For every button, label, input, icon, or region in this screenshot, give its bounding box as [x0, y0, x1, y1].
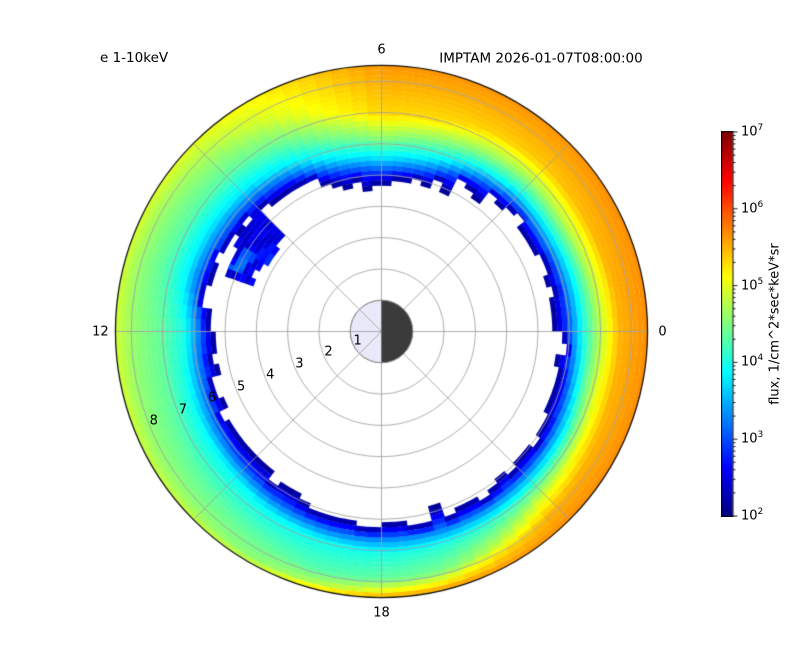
mlt-label-18: 18 — [373, 605, 390, 621]
radial-tick-label: 7 — [178, 402, 188, 418]
radial-tick-label: 2 — [324, 344, 333, 360]
colorbar-tick-label: 105 — [741, 276, 764, 293]
radial-tick-label: 3 — [295, 356, 304, 372]
colorbar-tick-label: 103 — [741, 430, 764, 447]
colorbar-tick-label: 106 — [741, 199, 764, 217]
colorbar-tick-label: 104 — [741, 353, 764, 370]
colorbar-gradient — [721, 131, 739, 517]
mlt-label-12: 12 — [92, 324, 109, 339]
colorbar-tick-label: 107 — [741, 123, 764, 140]
timestamp-title: IMPTAM 2026-01-07T08:00:00 — [439, 50, 643, 67]
colorbar-axis-label: flux, 1/cm^2*sec*keV*sr — [767, 243, 783, 405]
colorbar-tick-label: 102 — [741, 507, 764, 524]
spectrum-label: e 1-10keV — [100, 50, 169, 66]
mlt-label-0: 0 — [658, 324, 667, 339]
radial-tick-label: 5 — [236, 379, 246, 395]
radial-tick-label: 4 — [266, 367, 275, 383]
radial-tick-label: 1 — [353, 333, 362, 349]
mlt-label-6: 6 — [377, 42, 386, 58]
radial-tick-label: 6 — [207, 390, 217, 406]
radial-tick-label: 8 — [149, 413, 158, 429]
